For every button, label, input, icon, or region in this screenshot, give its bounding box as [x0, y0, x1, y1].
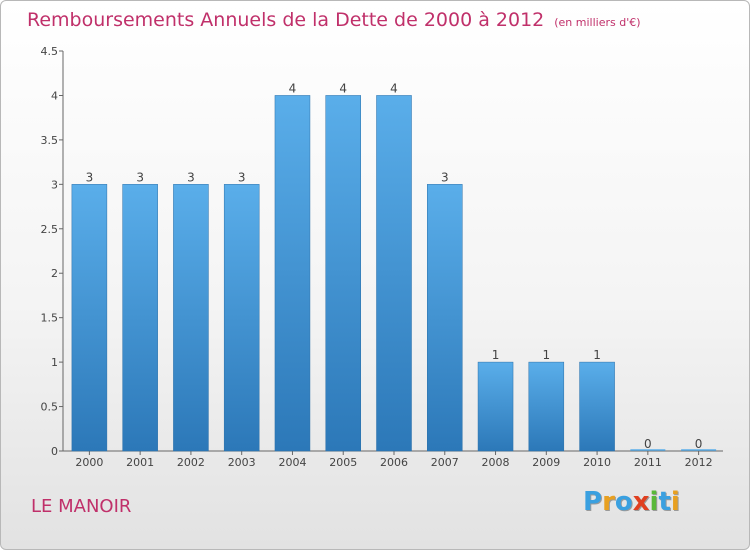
- y-tick-label: 3: [51, 178, 58, 191]
- bar: [477, 361, 514, 452]
- y-tick-label: 0: [51, 445, 58, 458]
- data-label: 0: [695, 437, 703, 451]
- logo-letter: t: [658, 487, 671, 517]
- logo-letter: x: [632, 487, 650, 517]
- x-tick-label: 2000: [75, 456, 103, 469]
- data-label: 4: [339, 81, 347, 95]
- y-tick-label: 0.5: [41, 401, 59, 414]
- chart-unit: (en milliers d'€): [554, 16, 641, 29]
- y-tick-label: 2.5: [41, 223, 59, 236]
- commune-name: LE MANOIR: [31, 496, 132, 517]
- data-label: 3: [238, 170, 246, 184]
- x-tick-label: 2009: [532, 456, 560, 469]
- x-tick-label: 2005: [329, 456, 357, 469]
- x-tick-label: 2003: [228, 456, 256, 469]
- data-label: 3: [86, 170, 94, 184]
- x-tick-label: 2008: [482, 456, 510, 469]
- x-tick-label: 2001: [126, 456, 154, 469]
- logo-letter: i: [649, 487, 659, 517]
- bar: [71, 184, 108, 452]
- data-label: 3: [187, 170, 195, 184]
- bar: [274, 95, 311, 452]
- x-tick-label: 2006: [380, 456, 408, 469]
- logo-letter: r: [602, 487, 615, 517]
- y-tick-label: 3.5: [41, 134, 59, 147]
- bar: [122, 184, 158, 452]
- y-tick-label: 1.5: [41, 312, 59, 325]
- chart-title: Remboursements Annuels de la Dette de 20…: [27, 9, 641, 31]
- bar: [528, 361, 565, 452]
- y-tick-label: 2: [51, 267, 58, 280]
- data-label: 4: [390, 81, 398, 95]
- chart-title-text: Remboursements Annuels de la Dette de 20…: [27, 9, 545, 31]
- y-tick-label: 4.5: [41, 45, 59, 58]
- logo-letter: P: [583, 487, 603, 517]
- x-tick-label: 2010: [583, 456, 611, 469]
- x-tick-label: 2007: [431, 456, 459, 469]
- proxiti-logo[interactable]: Proxiti: [583, 487, 680, 517]
- logo-letter: o: [614, 487, 633, 517]
- x-tick-label: 2011: [634, 456, 662, 469]
- bar: [579, 361, 615, 452]
- data-label: 3: [136, 170, 144, 184]
- bar: [223, 184, 260, 452]
- chart-bars: [71, 95, 717, 452]
- data-label: 1: [593, 348, 601, 362]
- x-tick-label: 2004: [278, 456, 306, 469]
- bar: [325, 95, 361, 452]
- data-label: 1: [492, 348, 500, 362]
- data-label: 3: [441, 170, 449, 184]
- data-label: 0: [644, 437, 652, 451]
- y-tick-label: 4: [51, 89, 58, 102]
- bar: [173, 184, 209, 452]
- data-label: 4: [289, 81, 297, 95]
- data-label: 1: [542, 348, 550, 362]
- y-tick-label: 1: [51, 356, 58, 369]
- logo-letter: i: [670, 487, 680, 517]
- chart-labels: 3 2000 3 2001 3 2002 3 2003 4 2004 4 2005 4 2006 3 2007…: [75, 81, 712, 469]
- x-tick-label: 2002: [177, 456, 205, 469]
- bar-chart: 0 0.5 1 1.5 2 2.5 3 3.5 4 4.5 3 2000 3 2001 3 2002 3 200…: [41, 45, 723, 469]
- bar: [427, 184, 463, 452]
- bar: [376, 95, 412, 452]
- x-tick-label: 2012: [685, 456, 713, 469]
